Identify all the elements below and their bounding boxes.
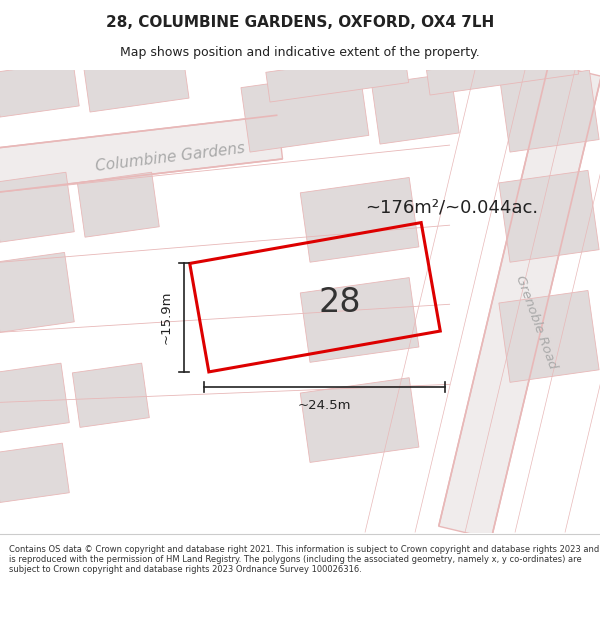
Polygon shape <box>300 378 419 462</box>
Polygon shape <box>77 173 159 237</box>
Text: ~24.5m: ~24.5m <box>298 399 352 412</box>
Polygon shape <box>0 61 79 117</box>
Polygon shape <box>499 171 599 262</box>
Text: Grenoble Road: Grenoble Road <box>513 274 559 371</box>
Polygon shape <box>427 49 578 95</box>
Polygon shape <box>0 363 70 432</box>
Polygon shape <box>241 71 369 152</box>
Polygon shape <box>0 115 283 194</box>
Text: ~176m²/~0.044ac.: ~176m²/~0.044ac. <box>365 198 538 216</box>
Text: Map shows position and indicative extent of the property.: Map shows position and indicative extent… <box>120 46 480 59</box>
Polygon shape <box>371 74 459 144</box>
Polygon shape <box>499 291 599 382</box>
Text: 28, COLUMBINE GARDENS, OXFORD, OX4 7LH: 28, COLUMBINE GARDENS, OXFORD, OX4 7LH <box>106 15 494 30</box>
Polygon shape <box>73 363 149 428</box>
Polygon shape <box>0 443 70 503</box>
Polygon shape <box>300 177 419 262</box>
Polygon shape <box>0 253 74 332</box>
Polygon shape <box>266 52 409 102</box>
Text: Columbine Gardens: Columbine Gardens <box>95 141 247 174</box>
Text: 28: 28 <box>319 286 361 319</box>
Text: ~15.9m: ~15.9m <box>160 291 172 344</box>
Text: Contains OS data © Crown copyright and database right 2021. This information is : Contains OS data © Crown copyright and d… <box>9 544 599 574</box>
Polygon shape <box>300 278 419 362</box>
Polygon shape <box>0 173 74 242</box>
Polygon shape <box>84 54 189 112</box>
Polygon shape <box>439 64 600 539</box>
Polygon shape <box>500 70 599 152</box>
